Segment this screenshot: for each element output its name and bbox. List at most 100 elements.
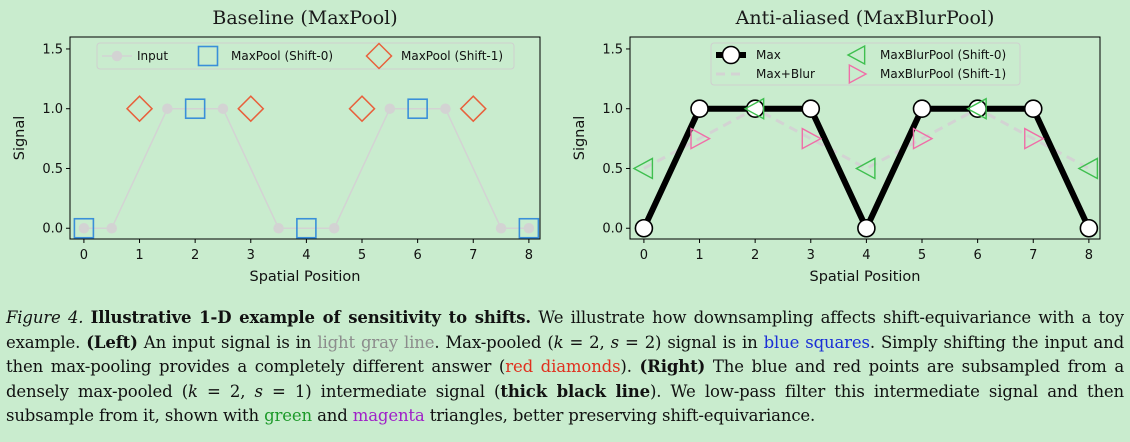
plot-area: [73, 95, 540, 239]
legend-marker-input: [111, 50, 123, 62]
y-tick-label: 0.0: [602, 222, 623, 237]
legend-label-max-blur: Max+Blur: [756, 67, 815, 81]
data-point-maxblurpool-shift0: [743, 97, 765, 120]
caption-label: Figure 4.: [6, 308, 84, 327]
caption-text: = 2,: [563, 332, 611, 352]
data-point-maxpool-shift0: [184, 98, 206, 120]
data-point-max: [1079, 218, 1099, 238]
data-point-maxblurpool-shift0: [854, 157, 876, 180]
x-tick-label: 3: [247, 248, 255, 263]
caption-title: Illustrative 1-D example of sensitivity …: [90, 308, 532, 327]
series-line-max-blur: [643, 107, 1090, 171]
legend-box: [96, 42, 515, 70]
x-tick-label: 3: [807, 248, 815, 263]
x-tick-label: 6: [973, 248, 981, 263]
data-point-input: [106, 222, 117, 234]
x-tick-label: 2: [191, 248, 199, 263]
data-point-input: [162, 103, 173, 114]
plot-area: [632, 97, 1099, 238]
caption-text: ). We low-pass filter this intermediate …: [6, 381, 1125, 426]
data-point-input: [495, 222, 507, 234]
x-tick-label: 6: [413, 248, 421, 263]
caption-text: . Simply shifting the input and then max…: [6, 332, 1124, 377]
x-tick-label: 5: [358, 248, 366, 263]
caption-text: The blue and red points are subsampled f…: [6, 357, 1125, 401]
data-point-maxblurpool-shift1: [1024, 127, 1045, 150]
caption-thick-black-line: thick black line: [500, 381, 650, 401]
x-tick-label: 7: [469, 248, 477, 263]
x-axis-label: Spatial Position: [810, 269, 921, 285]
data-point-input: [273, 222, 284, 234]
data-point-maxblurpool-shift0: [1077, 157, 1099, 180]
data-point-max: [801, 99, 821, 119]
caption-var-s: s: [610, 332, 619, 352]
caption-green: green: [264, 406, 312, 426]
x-tick-label: 1: [135, 248, 143, 263]
legend-label-input: Input: [137, 49, 168, 63]
data-point-input: [523, 222, 535, 234]
caption-light-gray-line: light gray line: [317, 332, 435, 352]
legend-label-maxblurpool-shift0: MaxBlurPool (Shift-0): [880, 48, 1006, 62]
data-point-maxpool-shift1: [459, 95, 487, 123]
data-point-max: [634, 218, 654, 238]
caption-text: An input signal is in: [137, 332, 318, 352]
x-tick-label: 4: [302, 248, 310, 263]
legend: Input MaxPool (Shift-0) MaxPool (Shift-1): [96, 42, 515, 70]
x-tick-label: 7: [1029, 248, 1037, 263]
caption-var-k: k: [188, 381, 198, 401]
caption-blue-squares: blue squares: [763, 332, 870, 352]
figure-caption: Figure 4. Illustrative 1-D example of se…: [6, 306, 1124, 429]
x-tick-label: 2: [751, 248, 759, 263]
series-line-max: [641, 105, 1092, 236]
data-point-maxpool-shift1: [237, 95, 265, 123]
data-point-max: [690, 99, 709, 119]
x-tick-label: 5: [918, 248, 926, 263]
y-tick-label: 0.5: [602, 162, 623, 177]
caption-red-diamonds: red diamonds: [505, 357, 621, 377]
legend-marker-maxpool-shift0: [197, 45, 219, 67]
data-point-input: [217, 103, 229, 114]
data-point-maxpool-shift1: [348, 95, 376, 123]
legend-label-maxpool-shift1: MaxPool (Shift-1): [401, 49, 503, 63]
legend: Max Max+Blur MaxBlurPool (Shift-0) MaxBlurP…: [710, 42, 1021, 86]
y-tick-label: 1.0: [42, 102, 63, 117]
caption-var-k: k: [553, 332, 564, 352]
y-tick-label: 0.0: [42, 222, 63, 237]
data-point-input: [384, 103, 396, 114]
data-point-input: [78, 222, 90, 234]
data-point-max: [1023, 99, 1043, 119]
data-point-maxblurpool-shift0: [966, 97, 987, 120]
data-point-max: [912, 99, 932, 119]
data-point-input: [328, 222, 340, 234]
series-line-input: [83, 107, 529, 229]
x-tick-label: 1: [695, 248, 703, 263]
caption-text: triangles, better preserving shift-equiv…: [424, 406, 816, 426]
figure-4: Baseline (MaxPool) 0 1 2 3 4 5 6 7 8 0.0 0.5 1.0 1.5 S…: [12, 7, 1101, 285]
caption-text: = 1) intermediate signal (: [262, 381, 501, 401]
y-axis-label: Signal: [12, 116, 28, 161]
caption-left-tag: (Left): [86, 332, 138, 352]
legend-marker-maxpool-shift1: [365, 42, 393, 70]
data-point-max: [857, 218, 876, 238]
caption-var-s: s: [254, 381, 263, 401]
caption-text: and: [311, 406, 353, 426]
x-tick-label: 0: [640, 248, 648, 263]
legend-label-max: Max: [756, 48, 781, 62]
x-tick-label: 0: [80, 248, 88, 263]
x-tick-label: 8: [525, 248, 533, 263]
x-axis-label: Spatial Position: [250, 269, 361, 285]
data-point-maxblurpool-shift1: [912, 127, 934, 150]
legend-marker-maxblurpool-shift0: [846, 44, 866, 66]
x-tick-label: 8: [1085, 248, 1093, 263]
caption-text: = 2,: [197, 381, 255, 401]
data-point-maxpool-shift0: [407, 98, 428, 120]
data-point-maxblurpool-shift1: [801, 127, 823, 150]
caption-text: ).: [620, 357, 640, 377]
y-tick-label: 1.5: [42, 42, 63, 57]
caption-text: = 2) signal is in: [618, 332, 764, 352]
chart-title: Baseline (MaxPool): [212, 7, 397, 29]
chart-panel: Baseline (MaxPool) 0 1 2 3 4 5 6 7 8 0.0 0.5 1.0 1.5 S…: [12, 7, 541, 285]
legend-marker-max: [721, 45, 741, 65]
data-point-maxblurpool-shift0: [632, 157, 654, 180]
data-point-maxpool-shift0: [296, 217, 317, 239]
